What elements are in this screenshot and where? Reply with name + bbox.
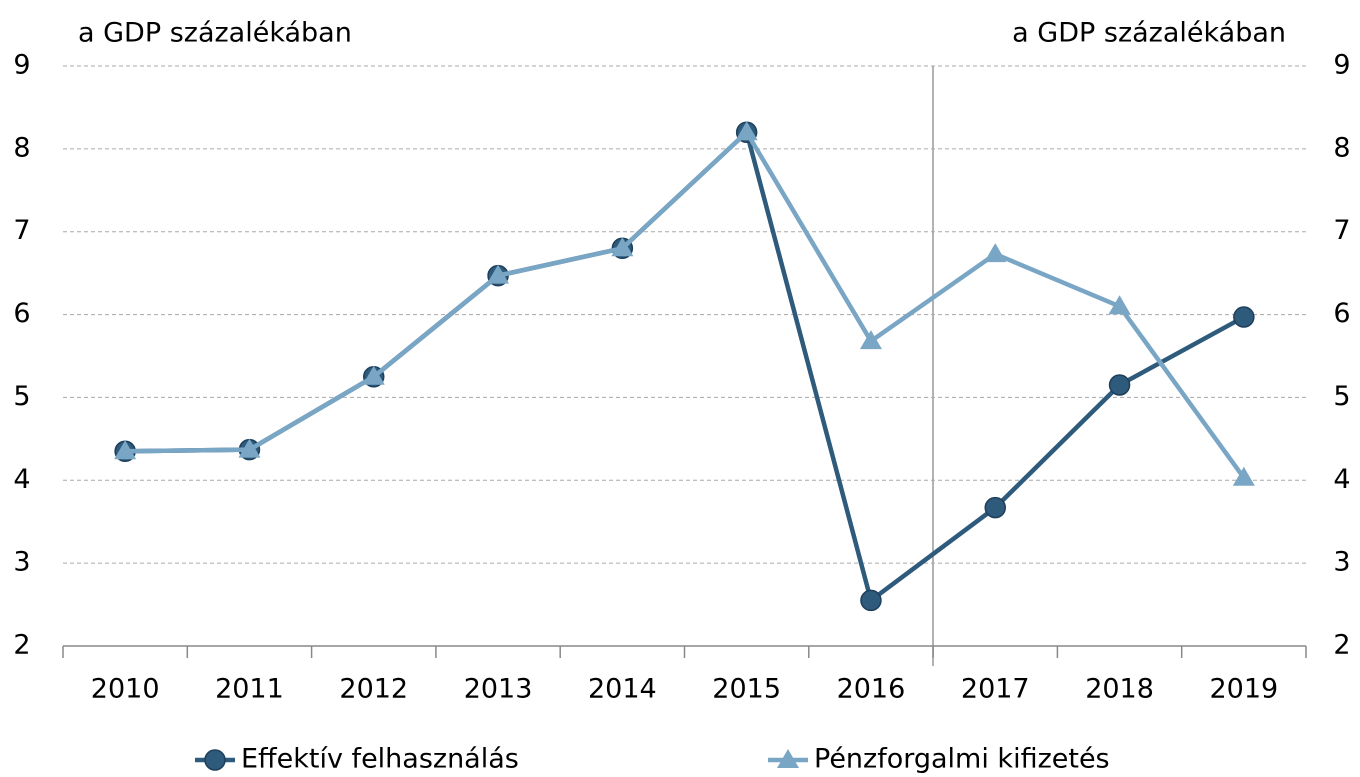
point	[238, 438, 261, 458]
y-tick-label: 6	[13, 298, 30, 329]
point	[984, 496, 1006, 519]
series-line	[125, 128, 1245, 605]
point	[1108, 374, 1131, 396]
point	[204, 749, 226, 771]
y-tick-label: 7	[13, 215, 30, 246]
point	[859, 330, 882, 350]
point	[860, 589, 882, 612]
y2-tick-label: 3	[1333, 547, 1350, 578]
x-tick-label: 2014	[588, 674, 657, 705]
y-tick-label: 5	[13, 381, 30, 412]
x-tick-label: 2011	[215, 674, 284, 705]
y-tick-label: 4	[13, 464, 30, 495]
y-tick-label: 3	[13, 547, 30, 578]
point	[777, 749, 799, 768]
point	[735, 121, 758, 141]
y2-tick-label: 6	[1333, 298, 1350, 329]
point	[487, 264, 510, 284]
x-tick-label: 2010	[91, 674, 160, 705]
point	[114, 440, 137, 460]
y2-tick-label: 7	[1333, 215, 1350, 246]
y2-tick-label: 2	[1333, 630, 1350, 661]
x-tick-label: 2016	[837, 674, 906, 705]
point	[1232, 466, 1255, 486]
y-axis-label: a GDP százalékában	[78, 18, 352, 49]
x-tick-label: 2013	[464, 674, 533, 705]
y-tick-label: 2	[13, 630, 30, 661]
point	[1233, 306, 1255, 328]
point	[362, 365, 385, 385]
series-line	[125, 128, 1246, 480]
x-tick-label: 2018	[1085, 674, 1154, 705]
y-tick-label: 9	[13, 50, 30, 81]
x-tick-label: 2017	[961, 674, 1030, 705]
x-tick-label: 2012	[339, 674, 408, 705]
y2-tick-label: 5	[1333, 381, 1350, 412]
x-tick-label: 2015	[712, 674, 781, 705]
legend-label: Effektív felhasználás	[241, 744, 519, 775]
point	[984, 243, 1007, 263]
point	[1108, 295, 1131, 315]
point	[611, 237, 634, 257]
y2-tick-label: 4	[1333, 464, 1350, 495]
y-tick-label: 8	[13, 132, 30, 163]
y2-tick-label: 8	[1333, 132, 1350, 163]
y2-axis-label: a GDP százalékában	[1012, 18, 1286, 49]
legend-label: Pénzforgalmi kifizetés	[814, 744, 1110, 775]
y2-tick-label: 9	[1333, 50, 1350, 81]
x-tick-label: 2019	[1209, 674, 1278, 705]
